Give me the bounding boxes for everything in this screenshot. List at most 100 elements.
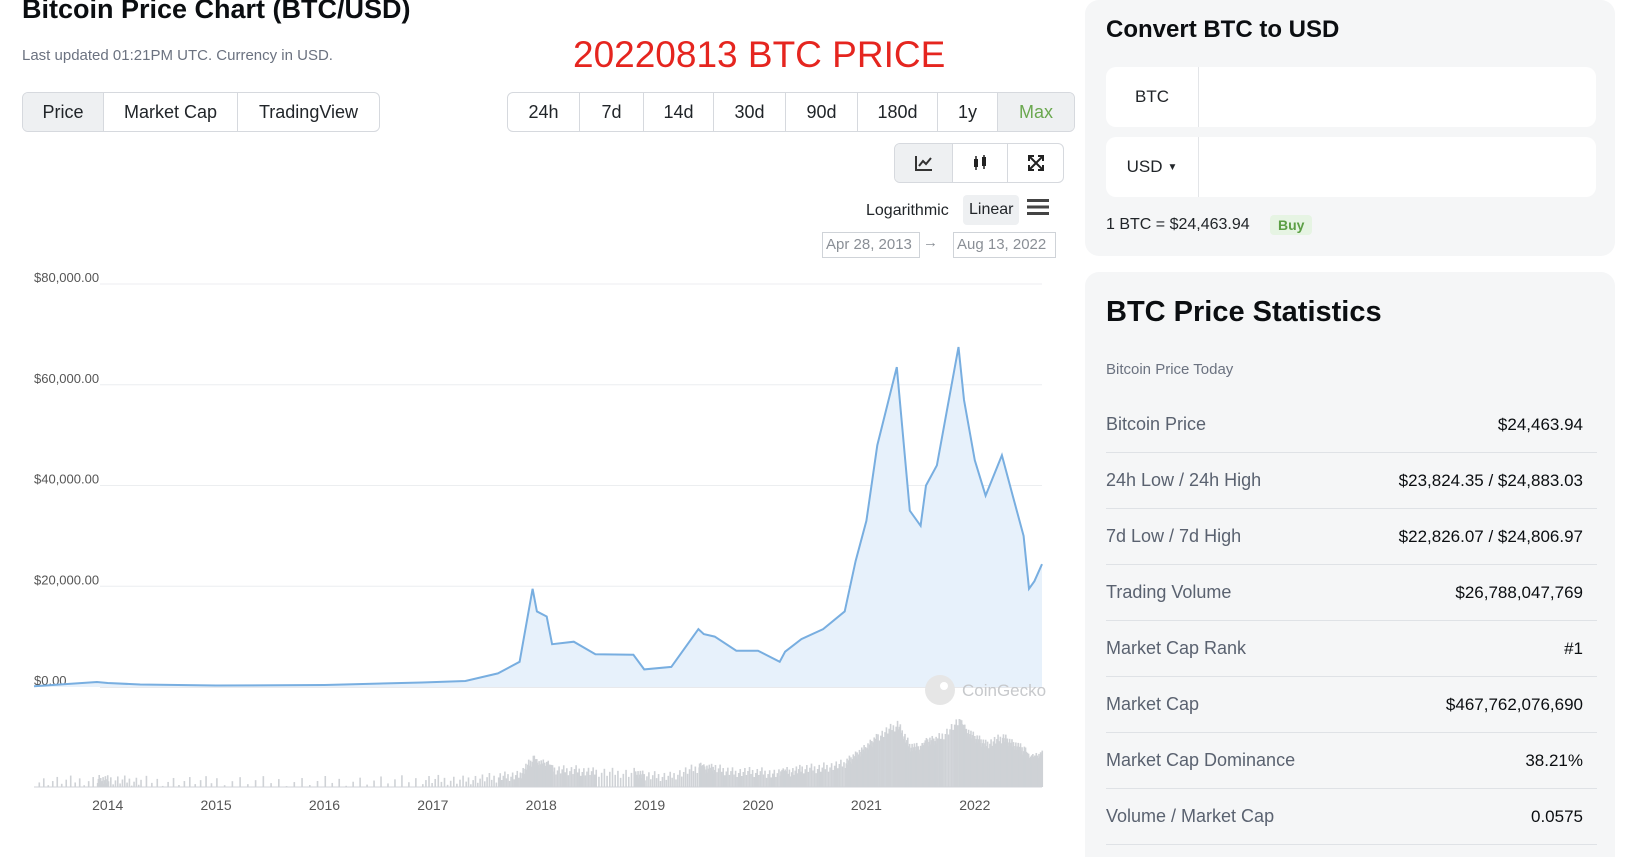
volume-bar (778, 769, 780, 787)
date-to-input[interactable]: Aug 13, 2022 (953, 232, 1056, 258)
volume-bar (522, 767, 524, 787)
volume-bar (188, 777, 191, 787)
volume-bar (600, 772, 603, 787)
time-range-group: 24h 7d 14d 30d 90d 180d 1y Max (507, 92, 1075, 132)
candlestick-icon[interactable] (953, 144, 1008, 182)
scale-linear[interactable]: Linear (963, 195, 1020, 225)
volume-bar (907, 746, 910, 787)
volume-bar (359, 777, 361, 787)
volume-bar (892, 725, 895, 787)
volume-bar (495, 782, 498, 787)
range-180d[interactable]: 180d (858, 93, 938, 131)
volume-bar (561, 769, 563, 787)
range-14d[interactable]: 14d (644, 93, 714, 131)
volume-bar (467, 777, 470, 787)
line-chart-icon[interactable] (895, 144, 953, 182)
volume-bar (830, 763, 833, 787)
scale-logarithmic[interactable]: Logarithmic (866, 202, 949, 219)
currency-select[interactable]: USD ▼ (1106, 137, 1199, 197)
stats-row-value: #1 (1564, 638, 1583, 658)
volume-bar (717, 768, 720, 787)
range-1y[interactable]: 1y (938, 93, 998, 131)
volume-bar (956, 725, 959, 787)
volume-bar (465, 781, 467, 787)
volume-bar (83, 785, 85, 787)
range-max[interactable]: Max (998, 93, 1074, 131)
x-tick-label: 2014 (92, 797, 123, 813)
range-30d[interactable]: 30d (714, 93, 786, 131)
stats-row-value: 38.21% (1525, 750, 1583, 770)
x-tick-label: 2020 (742, 797, 773, 813)
range-7d[interactable]: 7d (580, 93, 644, 131)
volume-bar (739, 768, 742, 787)
volume-bar (352, 781, 354, 787)
volume-bar (239, 777, 241, 787)
volume-bar (262, 776, 265, 787)
buy-badge[interactable]: Buy (1270, 215, 1313, 235)
expand-icon[interactable] (1008, 144, 1063, 182)
volume-bar (575, 765, 577, 787)
volume-bar (527, 764, 529, 787)
volume-bar (686, 773, 689, 787)
volume-bar (953, 724, 956, 787)
convert-card (1085, 0, 1615, 256)
stats-title: BTC Price Statistics (1106, 296, 1382, 328)
date-range-arrow: → (923, 234, 938, 251)
range-24h[interactable]: 24h (508, 93, 580, 131)
volume-bar (167, 781, 169, 787)
volume-bar (653, 771, 656, 787)
volume-bar (584, 775, 587, 787)
range-90d[interactable]: 90d (786, 93, 858, 131)
volume-bar (270, 783, 272, 787)
volume-bar (992, 741, 995, 787)
volume-bar (428, 776, 430, 787)
volume-bar (812, 770, 814, 787)
volume-bar (194, 784, 197, 787)
volume-bar (897, 729, 900, 787)
volume-bar (394, 779, 396, 787)
volume-bars (34, 719, 1044, 787)
volume-bar (669, 771, 671, 787)
stats-row-label: 7d Low / 7d High (1106, 526, 1242, 546)
volume-bar (606, 775, 608, 787)
volume-bar (788, 769, 791, 787)
volume-bar (617, 770, 619, 787)
x-tick-label: 2015 (201, 797, 232, 813)
volume-bar (880, 735, 882, 787)
volume-bar (110, 777, 112, 787)
volume-bar (835, 761, 838, 787)
volume-bar (126, 782, 128, 787)
volume-bar (694, 766, 697, 787)
volume-bar (764, 770, 766, 787)
volume-bar (527, 759, 530, 787)
volume-bar (996, 739, 998, 787)
volume-bar (987, 748, 990, 787)
volume-bar (843, 762, 845, 787)
btc-amount-input[interactable] (1199, 67, 1596, 127)
hamburger-menu-icon[interactable] (1027, 197, 1049, 217)
volume-bar (692, 771, 695, 787)
tab-market-cap[interactable]: Market Cap (104, 93, 238, 131)
volume-bar (516, 770, 519, 787)
usd-amount-input[interactable] (1199, 137, 1596, 197)
volume-bar (771, 773, 774, 787)
date-from-input[interactable]: Apr 28, 2013 (822, 232, 920, 258)
stats-row-value: $26,788,047,769 (1455, 582, 1583, 602)
volume-bar (785, 771, 787, 787)
volume-bar (999, 736, 1002, 787)
volume-bar (128, 778, 131, 787)
y-tick-label: $60,000.00 (34, 371, 99, 386)
volume-bar (114, 780, 117, 787)
last-updated-text: Last updated 01:21PM UTC. Currency in US… (22, 47, 333, 64)
tab-tradingview[interactable]: TradingView (258, 101, 359, 122)
volume-bar (92, 777, 94, 787)
price-chart[interactable]: $80,000.00 $60,000.00 $40,000.00 $20,000.00… (0, 270, 1070, 857)
volume-bar (619, 777, 622, 787)
volume-bar (740, 775, 743, 787)
volume-bar (562, 765, 565, 787)
volume-bar (677, 774, 679, 787)
volume-bar (998, 741, 1001, 787)
tab-price[interactable]: Price (23, 93, 104, 131)
coingecko-watermark: CoinGecko (925, 675, 1046, 705)
volume-bar (247, 784, 249, 787)
